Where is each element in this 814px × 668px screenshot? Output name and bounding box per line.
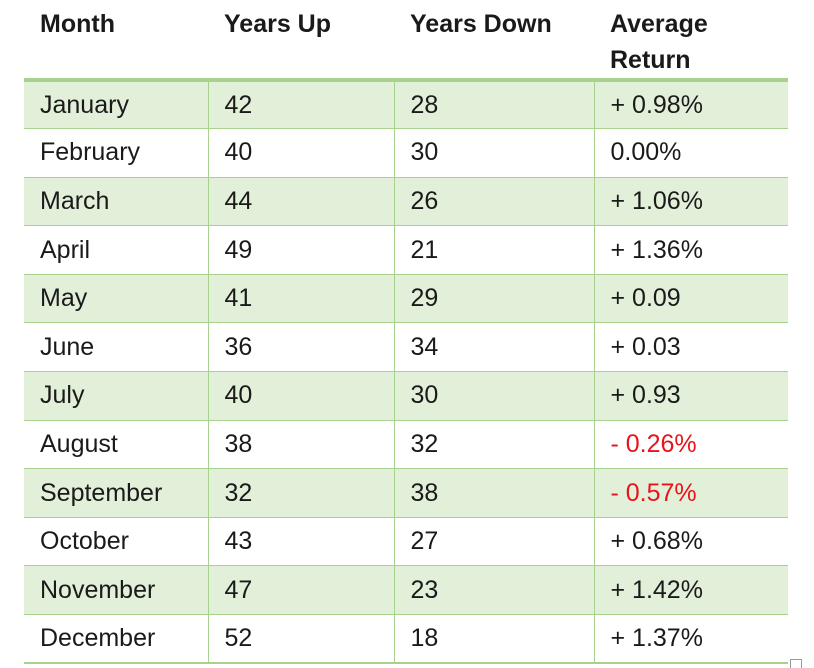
cell-month: November bbox=[24, 565, 208, 615]
cell-years-down: 18 bbox=[393, 614, 594, 665]
table-body: January 42 28 + 0.98% February 40 30 0.00% March… bbox=[24, 79, 788, 665]
cell-years-up: 36 bbox=[207, 322, 394, 372]
table-row: July 40 30 + 0.93 bbox=[24, 371, 788, 421]
cell-average-return: + 1.06% bbox=[593, 176, 788, 226]
cell-average-return: + 1.36% bbox=[593, 225, 788, 275]
cell-average-return: + 0.03 bbox=[593, 322, 788, 372]
cell-average-return: + 0.98% bbox=[593, 79, 788, 129]
cell-years-up: 38 bbox=[207, 419, 394, 469]
table-row: December 52 18 + 1.37% bbox=[24, 614, 788, 665]
header-average-return-line1: Average bbox=[610, 10, 708, 38]
cell-years-down: 34 bbox=[393, 322, 594, 372]
cell-average-return: 0.00% bbox=[593, 128, 788, 178]
cell-month: April bbox=[24, 225, 208, 275]
cell-years-down: 38 bbox=[393, 468, 594, 518]
monthly-returns-table-container: Month Years Up Years Down Average Return… bbox=[24, 0, 788, 665]
monthly-returns-table: Month Years Up Years Down Average Return… bbox=[24, 0, 788, 665]
cell-years-down: 30 bbox=[393, 371, 594, 421]
cell-years-down: 32 bbox=[393, 419, 594, 469]
header-years-down: Years Down bbox=[394, 0, 594, 82]
header-row: Month Years Up Years Down Average Return bbox=[24, 0, 788, 82]
table-row: April 49 21 + 1.36% bbox=[24, 225, 788, 275]
cell-years-up: 47 bbox=[207, 565, 394, 615]
cell-month: October bbox=[24, 516, 208, 566]
cell-average-return: - 0.26% bbox=[593, 419, 788, 469]
header-average-return-line2: Return bbox=[610, 46, 691, 74]
cell-month: July bbox=[24, 371, 208, 421]
cell-years-down: 29 bbox=[393, 273, 594, 323]
table-row: October 43 27 + 0.68% bbox=[24, 516, 788, 566]
header-month: Month bbox=[24, 0, 208, 82]
table-row: August 38 32- 0.26% bbox=[24, 419, 788, 469]
cell-month: December bbox=[24, 614, 208, 665]
cell-years-up: 42 bbox=[207, 79, 394, 129]
cell-month: March bbox=[24, 176, 208, 226]
cell-month: January bbox=[24, 79, 208, 129]
table-row: June 36 34 + 0.03 bbox=[24, 322, 788, 372]
table-row: May 41 29 + 0.09 bbox=[24, 273, 788, 323]
cell-month: May bbox=[24, 273, 208, 323]
cell-years-up: 43 bbox=[207, 516, 394, 566]
cell-average-return: + 0.68% bbox=[593, 516, 788, 566]
header-average-return: Average Return bbox=[594, 0, 788, 82]
cell-month: February bbox=[24, 128, 208, 178]
cell-years-down: 23 bbox=[393, 565, 594, 615]
table-row: September 32 38- 0.57% bbox=[24, 468, 788, 518]
header-years-up: Years Up bbox=[208, 0, 394, 82]
cell-years-down: 26 bbox=[393, 176, 594, 226]
cell-years-up: 32 bbox=[207, 468, 394, 518]
table-row: March 44 26 + 1.06% bbox=[24, 176, 788, 226]
cell-years-down: 27 bbox=[393, 516, 594, 566]
table-header: Month Years Up Years Down Average Return bbox=[24, 0, 788, 82]
cell-month: August bbox=[24, 419, 208, 469]
cell-average-return: + 0.93 bbox=[593, 371, 788, 421]
cell-years-up: 44 bbox=[207, 176, 394, 226]
cell-month: June bbox=[24, 322, 208, 372]
cell-years-up: 49 bbox=[207, 225, 394, 275]
cell-years-up: 40 bbox=[207, 371, 394, 421]
cell-years-up: 41 bbox=[207, 273, 394, 323]
cell-years-down: 21 bbox=[393, 225, 594, 275]
cell-years-up: 40 bbox=[207, 128, 394, 178]
cell-average-return: + 0.09 bbox=[593, 273, 788, 323]
cell-years-down: 28 bbox=[393, 79, 594, 129]
table-row: November 47 23 + 1.42% bbox=[24, 565, 788, 615]
cell-average-return: + 1.37% bbox=[593, 614, 788, 665]
cell-years-down: 30 bbox=[393, 128, 594, 178]
cell-month: September bbox=[24, 468, 208, 518]
cell-average-return: + 1.42% bbox=[593, 565, 788, 615]
resize-handle[interactable] bbox=[790, 659, 802, 668]
cell-average-return: - 0.57% bbox=[593, 468, 788, 518]
table-row: January 42 28 + 0.98% bbox=[24, 79, 788, 129]
cell-years-up: 52 bbox=[207, 614, 394, 665]
table-row: February 40 30 0.00% bbox=[24, 128, 788, 178]
